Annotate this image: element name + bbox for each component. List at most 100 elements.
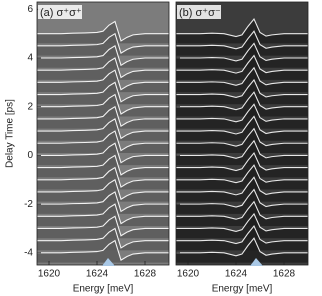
y-tick-label: 0 (27, 150, 33, 161)
trace (176, 78, 308, 99)
trace-fill (176, 226, 308, 251)
trace-fill (176, 43, 308, 68)
y-tick-label: 2 (27, 101, 33, 112)
trace (37, 130, 169, 152)
trace (37, 239, 169, 261)
x-tick-label: 1628 (273, 269, 296, 280)
trace (176, 30, 308, 50)
trace (37, 44, 169, 67)
trace (176, 139, 308, 159)
trace (176, 42, 308, 62)
trace (37, 93, 169, 115)
trace (37, 203, 169, 225)
trace-fill (176, 31, 308, 56)
trace-fill (37, 204, 169, 227)
excitation-marker (250, 258, 263, 266)
trace-fill (176, 140, 308, 166)
trace-fill (176, 152, 308, 178)
x-tick-label: 1624 (86, 269, 109, 280)
trace-fill (37, 33, 169, 56)
trace-fill (176, 128, 308, 153)
trace-fill (37, 45, 169, 68)
trace-fill (176, 104, 308, 129)
trace (176, 115, 308, 135)
x-axis-label: Energy [meV] (212, 284, 273, 295)
trace-fill (37, 155, 169, 178)
trace-fill (176, 116, 308, 141)
trace-fill (176, 55, 308, 80)
trace-fill (176, 189, 308, 214)
panel-label: (a) σ⁺σ⁺ (40, 7, 82, 19)
trace (176, 18, 308, 38)
trace (176, 225, 308, 245)
trace (176, 54, 308, 74)
trace-fill (37, 228, 169, 251)
trace (37, 69, 169, 91)
y-tick-label: 4 (27, 53, 33, 64)
trace-fill (176, 92, 308, 117)
trace (37, 215, 169, 237)
trace (37, 118, 169, 140)
trace (37, 20, 169, 42)
trace (37, 32, 169, 54)
y-tick-label: -4 (24, 247, 33, 258)
trace (37, 81, 169, 103)
y-tick-label: 6 (27, 4, 33, 15)
trace (37, 142, 169, 164)
trace-fill (37, 106, 169, 129)
trace (176, 91, 308, 111)
trace (176, 176, 308, 196)
trace (37, 166, 169, 188)
trace-fill (176, 177, 308, 202)
trace (176, 212, 308, 232)
trace-fill (176, 201, 308, 227)
y-tick-label: -2 (24, 199, 33, 210)
trace (176, 127, 308, 147)
trace-fill (37, 58, 169, 80)
trace-fill (37, 21, 169, 44)
x-tick-label: 1620 (177, 269, 200, 280)
plots: 1620 1624 1628 -4 -2 0 2 4 6 Energy [meV] Delay Ti… (5, 1, 309, 295)
x-axis-label: Energy [meV] (73, 284, 134, 295)
trace-fill (37, 216, 169, 239)
trace-fill (37, 70, 169, 93)
trace (176, 151, 308, 172)
trace-fill (37, 191, 169, 214)
trace (176, 66, 308, 86)
trace (37, 105, 169, 128)
x-tick-label: 1628 (134, 269, 157, 280)
plot-frame (175, 1, 309, 266)
panel-label-bg (38, 5, 82, 19)
trace-fill (37, 179, 169, 202)
trace-fill (176, 19, 308, 44)
excitation-marker (102, 258, 115, 266)
trace-fill (37, 94, 169, 117)
x-tick-label: 1624 (225, 269, 248, 280)
trace-fill (176, 79, 308, 105)
trace-fill (37, 167, 169, 190)
trace-fill (37, 131, 169, 153)
trace-fill (37, 240, 169, 263)
trace-fill (176, 238, 308, 263)
trace (176, 200, 308, 220)
trace (176, 164, 308, 184)
trace (176, 188, 308, 208)
trace (37, 178, 169, 201)
trace-fill (176, 213, 308, 239)
trace-fill (37, 82, 169, 105)
trace (37, 57, 169, 79)
y-axis-label: Delay Time [ps] (5, 99, 16, 168)
trace (176, 237, 308, 257)
trace (176, 103, 308, 123)
trace-fill (37, 143, 169, 166)
panel-label: (b) σ⁺σ⁻ (179, 7, 221, 19)
trace-fill (37, 118, 169, 141)
trace (37, 154, 169, 176)
trace (37, 227, 169, 249)
trace-fill (176, 67, 308, 93)
trace-fill (176, 165, 308, 190)
trace (37, 191, 169, 213)
panel-label-bg (177, 5, 221, 19)
x-tick-label: 1620 (38, 269, 61, 280)
